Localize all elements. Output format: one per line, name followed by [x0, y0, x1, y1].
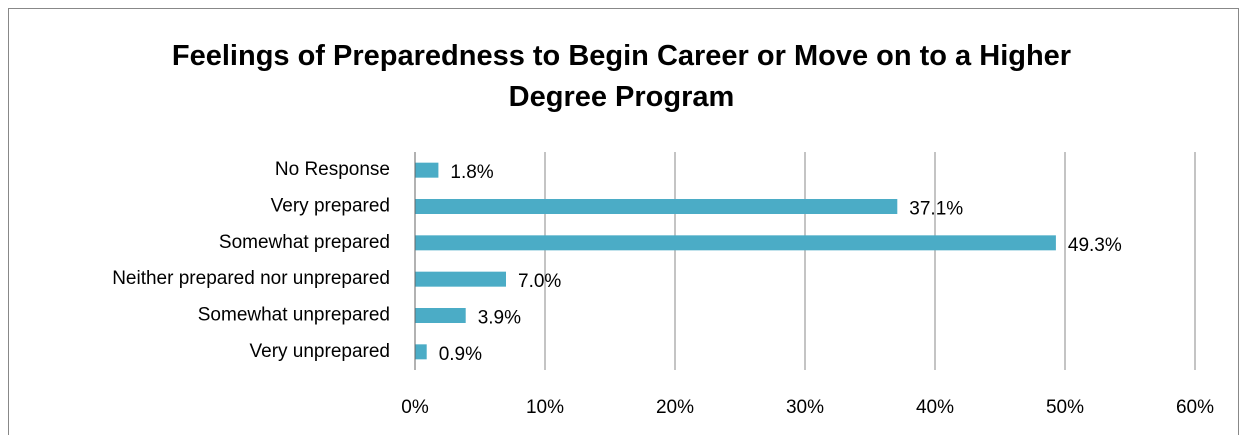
bar [415, 344, 427, 360]
x-tick-label: 60% [1176, 397, 1214, 418]
value-label: 49.3% [1068, 235, 1122, 256]
bar [415, 199, 898, 214]
y-tick-label: No Response [275, 159, 390, 180]
bar [415, 308, 466, 323]
value-label: 1.8% [450, 162, 493, 183]
x-tick-label: 0% [401, 397, 429, 418]
y-tick-label: Neither prepared nor unprepared [112, 268, 390, 289]
chart-frame [8, 8, 1239, 435]
x-tick-label: 10% [526, 397, 564, 418]
y-tick-label: Somewhat prepared [219, 232, 390, 253]
x-tick-label: 40% [916, 397, 954, 418]
value-label: 3.9% [478, 308, 521, 329]
y-tick-label: Very unprepared [250, 341, 391, 362]
bar [415, 162, 439, 178]
x-tick-label: 30% [786, 397, 824, 418]
y-tick-label: Somewhat unprepared [198, 305, 390, 326]
value-label: 0.9% [439, 344, 482, 365]
bar [415, 271, 506, 287]
value-label: 7.0% [518, 271, 561, 292]
x-tick-label: 20% [656, 397, 694, 418]
x-tick-label: 50% [1046, 397, 1084, 418]
value-label: 37.1% [909, 199, 963, 220]
chart-title: Feelings of Preparedness to Begin Career… [171, 40, 1072, 113]
bar [415, 235, 1056, 251]
y-tick-label: Very prepared [271, 196, 390, 217]
